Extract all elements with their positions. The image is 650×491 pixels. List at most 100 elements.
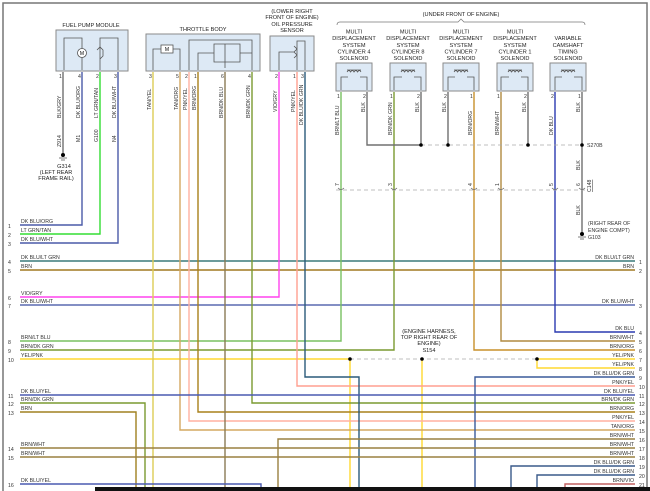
wire-tan-org xyxy=(179,72,635,431)
pin-number: 2 xyxy=(417,94,420,100)
solenoid-title: DISPLACEMENT xyxy=(493,36,537,42)
row-wire-label: DK BLU/YEL xyxy=(21,389,51,395)
splice-dot xyxy=(535,357,539,361)
pin-number: 4 xyxy=(78,74,81,80)
ground-location: (RIGHT REAR OF xyxy=(588,221,630,227)
right-row: DK BLU/LT GRN 1 xyxy=(595,255,642,266)
row-wire-label: DK BLU/WHT xyxy=(21,299,54,305)
right-row: BRN/WHT 5 xyxy=(610,335,642,346)
wire-label: BLK xyxy=(576,102,582,112)
right-row: BRN/DK GRN 12 xyxy=(601,397,644,408)
wire-label: VIO/GRY xyxy=(273,90,279,112)
solenoid-title: MULTI xyxy=(453,30,470,36)
throttle-body: THROTTLE BODY M 3 5 2 1 6 4 TAN/YEL TAN/… xyxy=(145,27,261,118)
row-number: 13 xyxy=(639,411,645,417)
circuit-id: N4 xyxy=(112,135,118,142)
wire-label: BLK xyxy=(576,160,582,170)
row-number: 2 xyxy=(639,269,642,275)
wire-brn-l13 xyxy=(20,411,137,491)
row-number: 8 xyxy=(8,340,11,346)
right-row: DK BLU 4 xyxy=(615,326,642,337)
solenoid-title: SOLENOID xyxy=(501,56,530,62)
row-wire-label: BRN/WHT xyxy=(610,335,635,341)
pin-number: 2 xyxy=(363,94,366,100)
pin-number: 3 xyxy=(301,74,304,80)
row-wire-label: DK BLU/DK GRN xyxy=(594,371,635,377)
pin-number: 4 xyxy=(468,183,474,186)
left-row: 2 LT GRN/TAN xyxy=(8,228,51,239)
row-wire-label: BRN xyxy=(21,406,32,412)
left-row: 13 BRN xyxy=(8,406,32,417)
pin-number: 1 xyxy=(497,94,500,100)
row-number: 8 xyxy=(639,367,642,373)
row-wire-label: DK BLU/WHT xyxy=(21,237,54,243)
row-number: 11 xyxy=(639,394,644,400)
row-wire-label: DK BLU xyxy=(615,326,634,332)
group-brace xyxy=(336,18,586,26)
pin-number: 7 xyxy=(335,183,341,186)
row-number: 21 xyxy=(639,483,645,489)
row-wire-label: DK BLU/LT GRN xyxy=(595,255,634,261)
row-number: 6 xyxy=(639,349,642,355)
coil-icon xyxy=(393,69,422,90)
motor-symbol: M xyxy=(165,47,169,53)
solenoid-title: CYLINDER 7 xyxy=(445,49,478,55)
left-row: 1 DK BLU/ORG xyxy=(8,219,53,230)
row-wire-label: PNK/YEL xyxy=(612,415,634,421)
splice-dot xyxy=(580,143,584,147)
wire-label: PNK/YEL xyxy=(291,90,297,112)
pin-number: 1 xyxy=(59,74,62,80)
pin-number: 2 xyxy=(96,74,99,80)
row-number: 16 xyxy=(8,483,14,489)
wire-label: BRN/LT BLU xyxy=(335,105,341,135)
row-number: 13 xyxy=(8,411,14,417)
ground-g314-icon xyxy=(59,153,67,161)
wire-label: DK BLU/WHT xyxy=(112,85,118,118)
row-wire-label: BRN/DK GRN xyxy=(601,397,634,403)
row-wire-label: LT GRN/TAN xyxy=(21,228,51,234)
solenoid-title: DISPLACEMENT xyxy=(332,36,376,42)
solenoid-title: MULTI xyxy=(507,30,524,36)
right-row: DK BLU/WHT 3 xyxy=(602,299,642,310)
left-row: 6 VIO/GRY xyxy=(8,291,43,302)
splice-s154-label: S154 xyxy=(422,348,435,354)
component-title: SENSOR xyxy=(280,28,304,34)
pin-number: 2 xyxy=(275,74,278,80)
throttle-body-title: THROTTLE BODY xyxy=(180,27,227,33)
splice-dot xyxy=(446,143,450,147)
wire-yel-pnk-down xyxy=(349,359,423,491)
wires xyxy=(20,72,635,491)
connector-c148-pins xyxy=(337,187,586,190)
row-number: 17 xyxy=(639,447,645,453)
solenoid-title: SYSTEM xyxy=(342,43,365,49)
splice-location: ENGINE) xyxy=(417,341,440,347)
wire-brn-wht-cyl1 xyxy=(500,92,635,342)
wire-label: DK BLU xyxy=(549,116,555,135)
row-number: 11 xyxy=(8,394,13,400)
pin-number: 1 xyxy=(293,74,296,80)
solenoid-title: SYSTEM xyxy=(396,43,419,49)
row-number: 3 xyxy=(8,242,11,248)
row-number: 9 xyxy=(8,349,11,355)
row-wire-label: BRN/ORG xyxy=(610,344,634,350)
component-title: OIL PRESSURE xyxy=(271,22,312,28)
wire-label: BLK xyxy=(415,102,421,112)
row-wire-label: YEL/PNK xyxy=(612,353,634,359)
solenoid-title: DISPLACEMENT xyxy=(386,36,430,42)
left-row: 14 BRN/WHT xyxy=(8,442,46,453)
row-wire-label: BRN/WHT xyxy=(610,433,635,439)
circuit-id: Z914 xyxy=(57,135,63,147)
solenoid-title: SOLENOID xyxy=(340,56,369,62)
wire-brn-dk-grn-cyl8 xyxy=(20,92,395,351)
row-number: 14 xyxy=(639,420,645,426)
row-wire-label: DK BLU/DK GRN xyxy=(594,469,635,475)
row-wire-label: DK BLU/DK GRN xyxy=(594,460,635,466)
row-number: 20 xyxy=(639,474,645,480)
right-row: BRN/WHT 18 xyxy=(610,451,645,462)
row-wire-label: BRN/DK GRN xyxy=(21,397,54,403)
splice-dot xyxy=(348,357,352,361)
wire-label: BRN/ORG xyxy=(468,111,474,135)
ground-location: FRAME RAIL) xyxy=(38,176,74,182)
solenoid-title: SOLENOID xyxy=(554,56,583,62)
right-row: TAN/ORG 15 xyxy=(611,424,645,435)
